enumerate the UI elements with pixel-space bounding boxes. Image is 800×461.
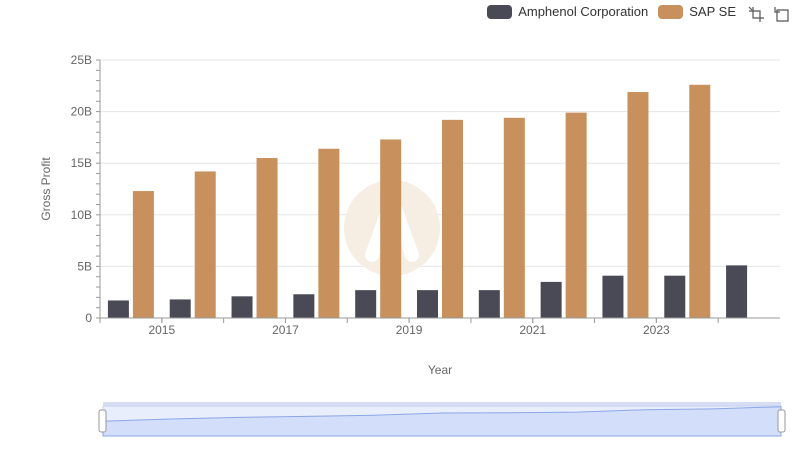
bar-sap	[565, 112, 587, 319]
bar-sap	[194, 171, 216, 318]
legend-swatch-amphenol	[487, 4, 513, 19]
bar-amphenol	[355, 290, 377, 318]
chart-legend: Amphenol Corporation SAP SE	[487, 4, 736, 19]
y-tick-label: 25B	[71, 53, 92, 67]
legend-item-amphenol[interactable]: Amphenol Corporation	[487, 4, 648, 19]
y-tick-label: 15B	[71, 156, 92, 170]
navigator-series	[102, 406, 782, 437]
navigator-handle-left[interactable]	[98, 409, 107, 433]
bar-amphenol	[602, 275, 624, 318]
bar-amphenol	[726, 265, 748, 318]
bar-sap	[318, 148, 340, 318]
restore-icon[interactable]	[773, 6, 790, 23]
legend-item-sap[interactable]: SAP SE	[658, 4, 736, 19]
bar-sap	[256, 158, 278, 318]
y-axis: 0 5B 10B 15B 20B 25B	[71, 53, 101, 325]
bar-sap	[442, 119, 463, 318]
bar-sap	[380, 139, 402, 318]
x-tick-label: 2015	[148, 323, 175, 337]
x-tick-label: 2021	[519, 323, 546, 337]
x-axis: 2015 2017 2019 2021 2023	[99, 317, 780, 337]
zoom-icon[interactable]	[748, 6, 765, 23]
x-axis-title: Year	[428, 363, 452, 377]
y-tick-label: 10B	[71, 208, 92, 222]
x-tick-label: 2019	[396, 323, 423, 337]
navigator-handle-right[interactable]	[777, 409, 786, 433]
y-tick-label: 0	[85, 311, 92, 325]
bar-amphenol	[107, 300, 129, 318]
bar-amphenol	[169, 299, 191, 318]
chart-toolbar	[748, 6, 790, 23]
bar-sap	[132, 191, 154, 318]
range-navigator[interactable]	[98, 402, 786, 437]
y-tick-label: 5B	[77, 259, 92, 273]
y-tick-label: 20B	[71, 105, 92, 119]
navigator-scrollbar	[103, 402, 781, 406]
bars	[107, 84, 748, 319]
bar-amphenol	[417, 290, 438, 318]
legend-label-amphenol: Amphenol Corporation	[518, 4, 649, 19]
bar-amphenol	[293, 294, 315, 318]
bar-amphenol	[664, 275, 686, 318]
legend-label-sap: SAP SE	[689, 4, 736, 19]
bar-amphenol	[540, 281, 562, 318]
legend-swatch-sap	[658, 4, 684, 19]
x-tick-label: 2017	[272, 323, 299, 337]
bar-sap	[503, 117, 525, 319]
y-axis-title: Gross Profit	[39, 157, 53, 221]
bar-amphenol	[478, 290, 500, 318]
bar-sap	[627, 91, 649, 318]
bar-amphenol	[231, 296, 253, 318]
bar-sap	[689, 84, 711, 318]
x-tick-label: 2023	[643, 323, 670, 337]
